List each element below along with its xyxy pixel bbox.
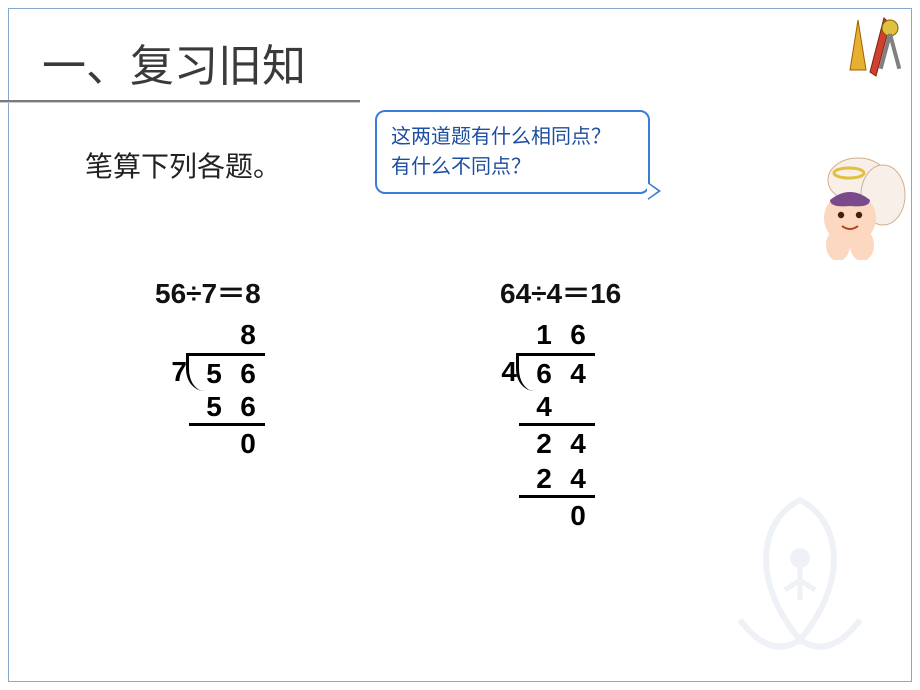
speech-line-2: 有什么不同点？ bbox=[391, 152, 634, 182]
equation-2: 64÷4＝16 bbox=[500, 272, 621, 312]
long-division-1: 8 7 5 6 5 6 0 bbox=[155, 318, 265, 462]
divisor: 4 bbox=[485, 354, 519, 390]
title-underline bbox=[0, 100, 360, 102]
work-digit: 4 bbox=[561, 426, 595, 462]
section-title: 一、复习旧知 bbox=[42, 30, 306, 94]
quotient-row: 1 6 bbox=[519, 318, 595, 354]
speech-bubble: 这两道题有什么相同点？ 有什么不同点？ bbox=[375, 110, 650, 194]
pencils-compass-icon bbox=[840, 10, 910, 80]
work-row: 5 6 bbox=[189, 390, 265, 426]
dividend-digit: 6 bbox=[527, 356, 561, 392]
speech-line-1: 这两道题有什么相同点？ bbox=[391, 122, 634, 152]
instruction-text: 笔算下列各题。 bbox=[85, 145, 281, 185]
quotient-row: 8 bbox=[189, 318, 265, 354]
work-digit: 4 bbox=[527, 389, 561, 425]
dividend-digit: 4 bbox=[561, 356, 595, 392]
work-digit: 2 bbox=[527, 426, 561, 462]
quotient-digit: 6 bbox=[561, 317, 595, 353]
work-row: 4 bbox=[519, 390, 595, 426]
work-digit: 2 bbox=[527, 461, 561, 497]
divisor-dividend-row: 4 6 4 bbox=[485, 354, 595, 390]
work-digit: 6 bbox=[231, 389, 265, 425]
dividend-digit: 5 bbox=[197, 356, 231, 392]
work-row: 0 bbox=[519, 498, 595, 534]
work-digit: 0 bbox=[231, 426, 265, 462]
division-bracket: 6 4 bbox=[516, 353, 595, 392]
work-digit: 5 bbox=[197, 389, 231, 425]
work-row: 0 bbox=[189, 426, 265, 462]
division-bracket: 5 6 bbox=[186, 353, 265, 392]
divisor-dividend-row: 7 5 6 bbox=[155, 354, 265, 390]
quotient-digit: 8 bbox=[231, 317, 265, 353]
equation-1: 56÷7＝8 bbox=[155, 272, 261, 312]
work-digit: 0 bbox=[561, 498, 595, 534]
work-row: 2 4 bbox=[519, 426, 595, 462]
angel-cupid-icon bbox=[788, 140, 908, 260]
long-division-2: 1 6 4 6 4 4 2 4 2 4 0 bbox=[485, 318, 595, 534]
dividend-digit: 6 bbox=[231, 356, 265, 392]
quotient-digit: 1 bbox=[527, 317, 561, 353]
watermark-logo-icon bbox=[700, 470, 900, 670]
work-row: 2 4 bbox=[519, 462, 595, 498]
work-digit: 4 bbox=[561, 461, 595, 497]
divisor: 7 bbox=[155, 354, 189, 390]
